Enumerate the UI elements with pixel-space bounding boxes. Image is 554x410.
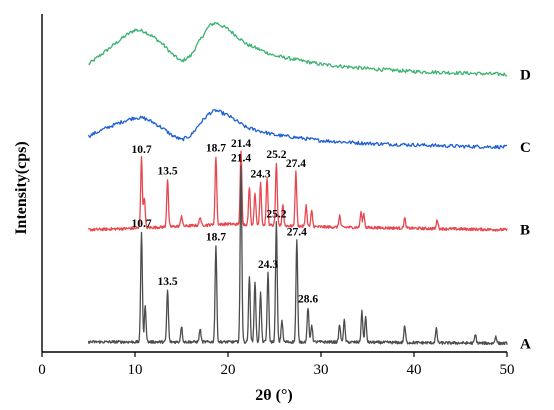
peak-label: 18.7 [206,142,226,154]
series-a-trace [87,165,508,346]
series-d-trace [88,21,508,77]
x-tick-label: 50 [500,362,515,378]
x-tick-label: 0 [38,362,46,378]
peak-label: 18.7 [206,232,226,244]
peak-label: 24.3 [250,168,270,180]
axes [41,14,507,353]
series-name-label: C [520,140,531,156]
x-tick-label: 10 [128,362,143,378]
x-tick-label: 40 [407,362,422,378]
x-tick-label: 30 [314,362,329,378]
peak-label: 27.4 [287,227,307,239]
y-axis-title: Intensity(cps) [13,141,30,234]
x-ticks: 0 10 20 30 40 50 [38,352,515,378]
peak-label: 25.2 [266,209,286,221]
peak-label: 13.5 [158,165,178,177]
peak-label: 10.7 [131,218,151,230]
peak-label: 25.2 [266,149,286,161]
series-name-label: D [520,67,531,83]
peak-label: 21.4 [231,138,251,150]
peak-label: 21.4 [231,153,251,165]
peak-label: 13.5 [158,276,178,288]
traces [87,21,508,346]
series-b-trace [87,150,508,232]
peak-label: 10.7 [131,144,151,156]
series-c-trace [87,108,508,150]
peak-label: 27.4 [286,158,306,170]
peak-labels: 10.713.518.7 21.424.325.227.410.713.518.7… [131,138,318,305]
series-name-label: A [520,336,531,352]
peak-label: 24.3 [258,259,278,271]
peak-label: 28.6 [298,293,318,305]
series-names: D C B A [520,67,531,352]
x-axis-title: 2θ (°) [255,387,292,404]
series-name-label: B [520,223,530,239]
x-tick-label: 20 [221,362,236,378]
